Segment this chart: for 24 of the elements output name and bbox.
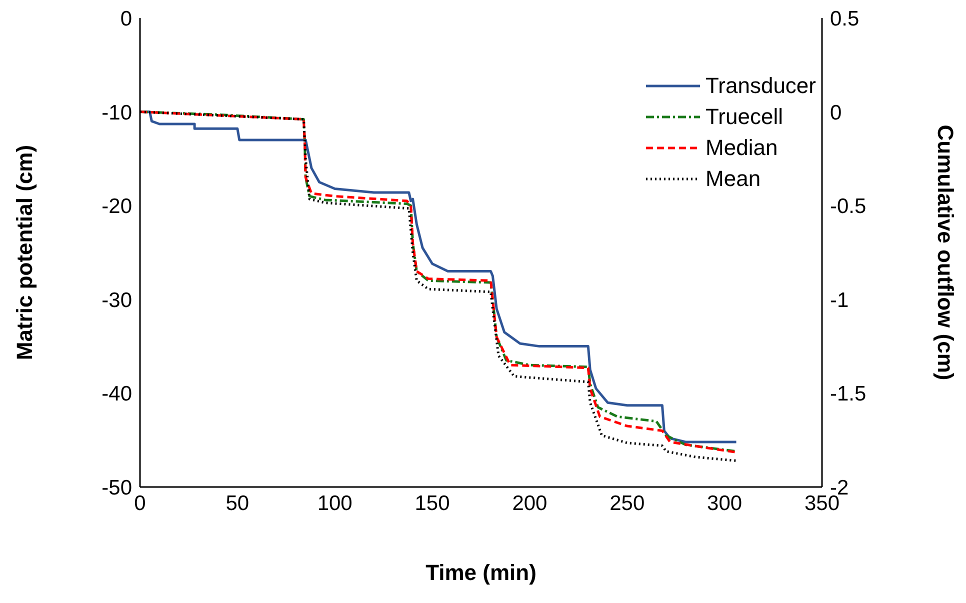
legend-label: Truecell xyxy=(706,103,783,131)
y2-axis-title: Cumulative outflow (cm) xyxy=(933,124,958,380)
x-axis-title: Time (min) xyxy=(426,560,536,585)
x-tick-label: 100 xyxy=(317,492,352,515)
y2-tick-label: -0.5 xyxy=(830,195,866,218)
y-tick-label: -10 xyxy=(102,101,132,124)
legend-label: Mean xyxy=(706,165,761,193)
y-tick-label: -40 xyxy=(102,382,132,406)
y-tick-label: -50 xyxy=(102,476,132,500)
x-tick-label: 200 xyxy=(512,492,548,515)
y2-tick-label: -1.5 xyxy=(830,382,866,406)
x-tick-label: 150 xyxy=(414,492,450,515)
y-tick-label: 0 xyxy=(120,7,132,30)
y-tick-label: -20 xyxy=(102,195,132,218)
legend-label: Median xyxy=(706,134,778,162)
y2-tick-label: 0 xyxy=(830,101,842,124)
y-tick-label: -30 xyxy=(102,288,132,312)
x-tick-label: 300 xyxy=(707,492,742,515)
y2-tick-label: 0.5 xyxy=(830,7,860,30)
y-axis-title: Matric potential (cm) xyxy=(12,144,37,360)
x-tick-label: 250 xyxy=(610,492,645,515)
y2-tick-label: -1 xyxy=(830,288,849,312)
legend-label: Transducer xyxy=(706,72,816,100)
x-tick-label: 50 xyxy=(226,492,250,515)
